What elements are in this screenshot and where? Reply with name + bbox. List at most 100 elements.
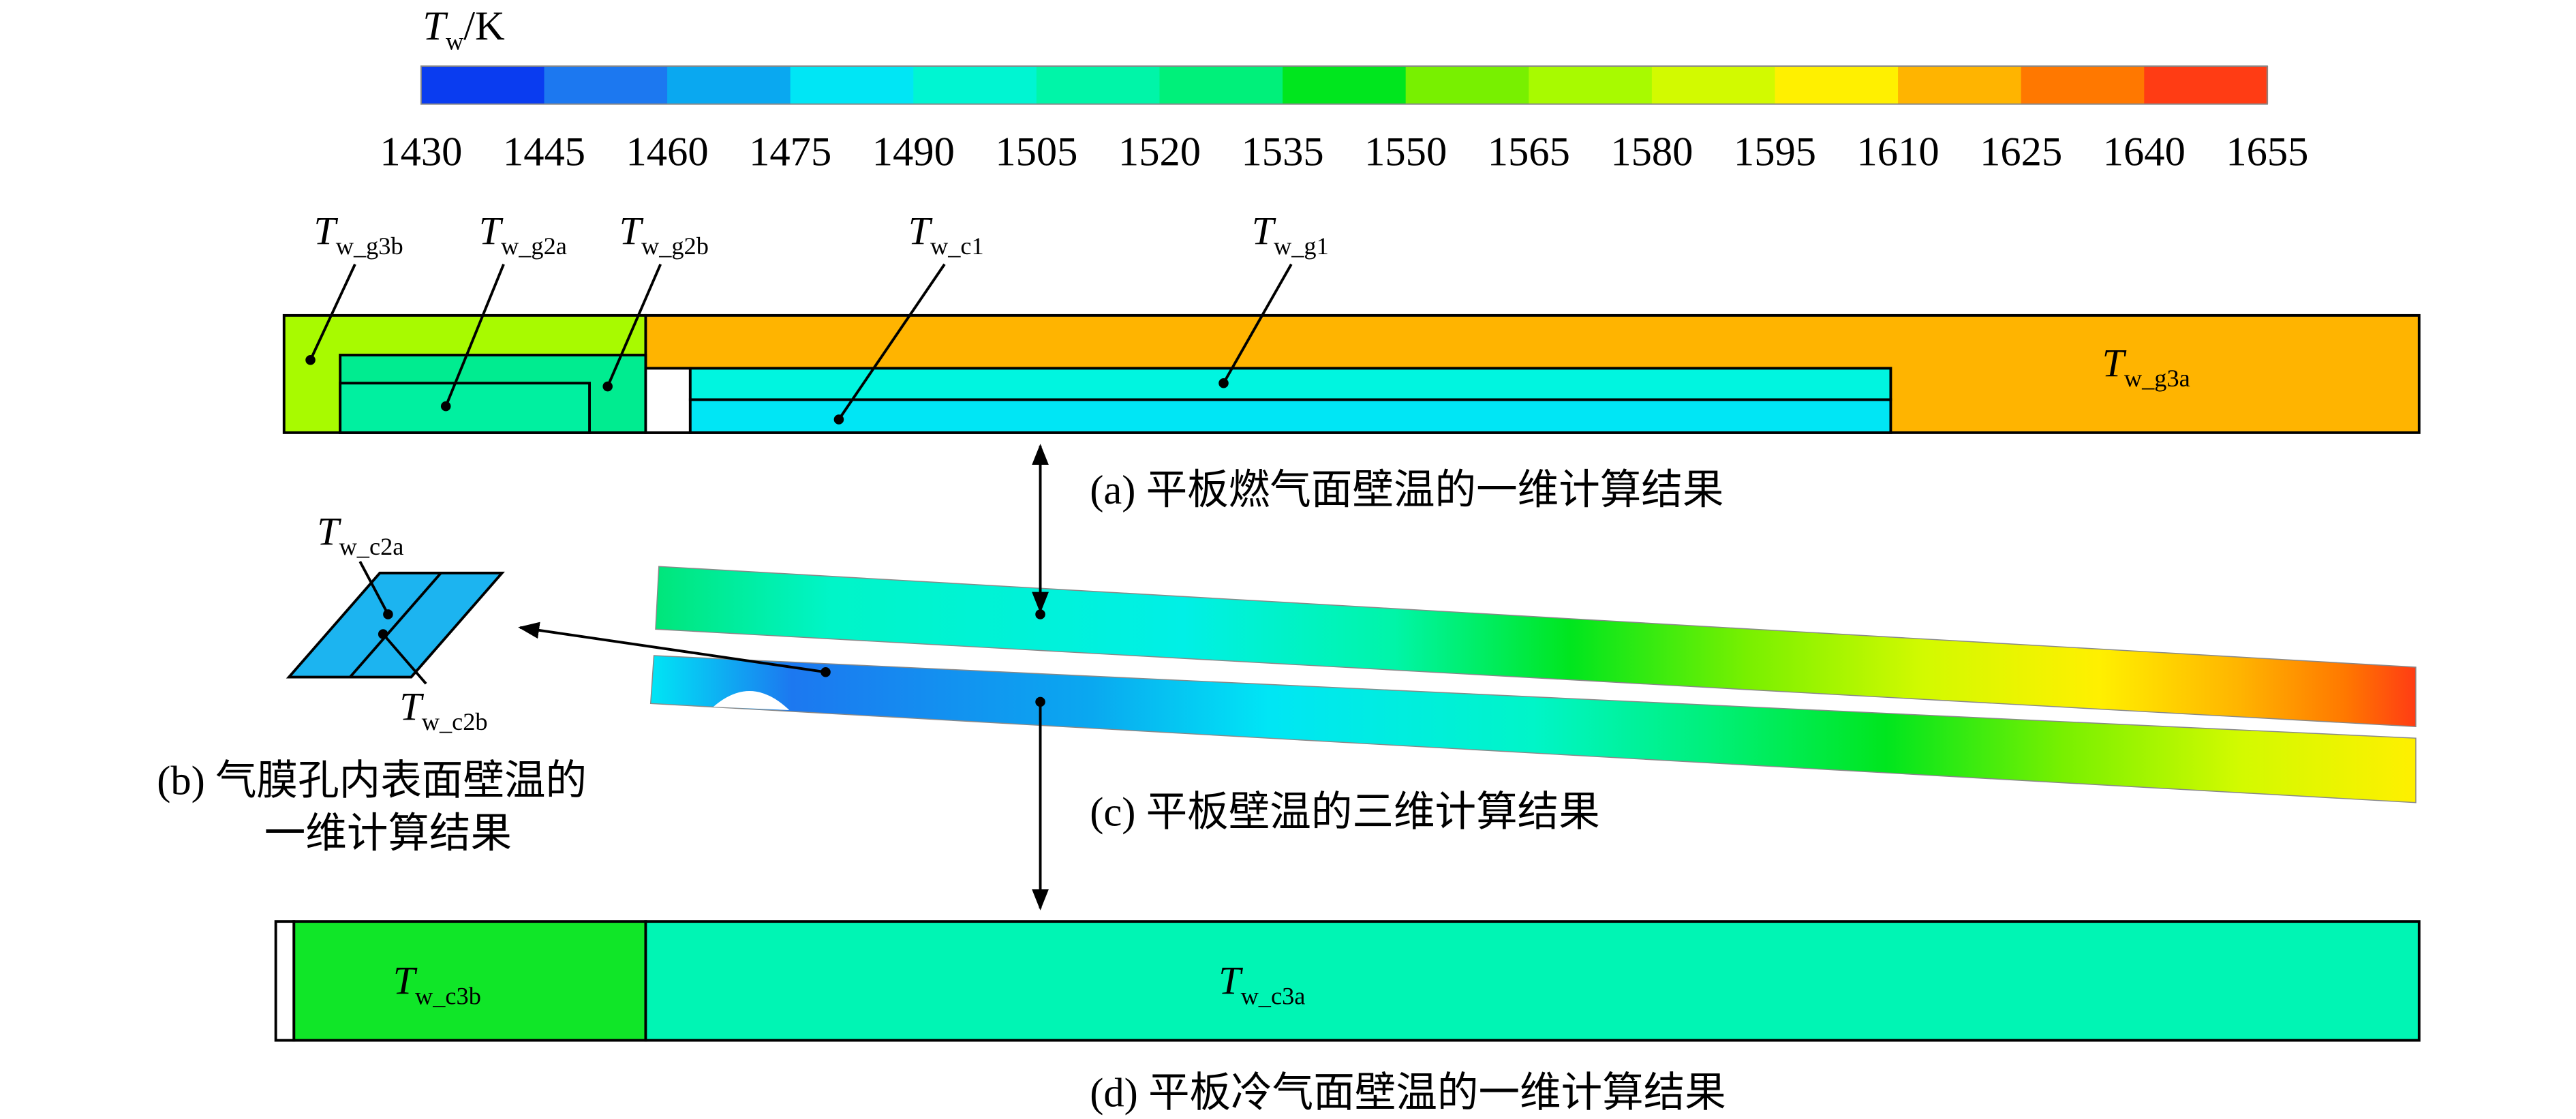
leader xyxy=(444,264,505,407)
dot xyxy=(383,609,393,619)
gap xyxy=(644,367,692,434)
label-subscript: w_c2a xyxy=(339,533,404,560)
label-symbol: T xyxy=(399,685,424,729)
colorbar-segment xyxy=(667,65,791,104)
leader xyxy=(358,560,390,615)
leader xyxy=(382,633,427,685)
caption-d: (d) 平板冷气面壁温的一维计算结果 xyxy=(1090,1071,1726,1116)
colorbar-tick-label: 1460 xyxy=(626,129,709,174)
colorbar-tick-label: 1610 xyxy=(1857,129,1939,174)
region-g2a xyxy=(339,382,591,434)
dot xyxy=(1035,609,1045,619)
colorbar-tick-label: 1655 xyxy=(2226,129,2308,174)
colorbar-segment xyxy=(544,65,669,104)
colorbar-tick-label: 1565 xyxy=(1488,129,1570,174)
labels: Tw_g3b Tw_g2a Tw_g2b Tw_c1 Tw_g1Tw_g3aTw_c2a… xyxy=(313,209,2190,1010)
colorbar-tick-label: 1475 xyxy=(749,129,831,174)
dot xyxy=(1035,696,1045,707)
dot xyxy=(821,666,831,677)
leader xyxy=(1222,263,1293,384)
colorbar-segment xyxy=(913,65,1038,104)
label: Tw_g2a xyxy=(479,209,567,260)
colorbar-segment xyxy=(1036,65,1161,104)
label-symbol: T xyxy=(393,959,418,1003)
colorbar-tick-label: 1430 xyxy=(380,129,462,174)
colorbar-tick-label: 1580 xyxy=(1610,129,1693,174)
dot xyxy=(1218,378,1229,388)
panel-a: (a) 平板燃气面壁温的一维计算结果 xyxy=(282,263,2421,513)
colorbar-segment xyxy=(2144,65,2269,104)
dot xyxy=(305,355,316,365)
colorbar-frame xyxy=(420,65,2268,105)
label-subscript: w_g3b xyxy=(336,232,403,260)
label: Tw_c3a xyxy=(1218,959,1305,1010)
colorbar-segment xyxy=(1529,65,1653,104)
label-symbol: T xyxy=(2102,341,2127,386)
colorbar-segment xyxy=(1405,65,1530,104)
colorbar-segment xyxy=(2021,65,2145,104)
colorbar-tick-label: 1535 xyxy=(1242,129,1324,174)
region-c3b xyxy=(292,920,647,1042)
colorbar-tick-label: 1625 xyxy=(1980,129,2062,174)
colorbar-segment xyxy=(790,65,915,104)
colorbar-title: Tw/K xyxy=(423,3,505,55)
colorbar-segment xyxy=(1283,65,1407,104)
label-symbol: T xyxy=(1218,959,1243,1003)
label: Tw_c2a xyxy=(317,510,403,561)
colorbar-segment xyxy=(1159,65,1284,104)
arrow xyxy=(518,622,826,674)
colorbar-tick-label: 1550 xyxy=(1364,129,1447,174)
caption-c: (c) 平板壁温的三维计算结果 xyxy=(1090,790,1600,836)
panel-c: (c) 平板壁温的三维计算结果 xyxy=(518,444,2417,910)
label-subscript: w_c3b xyxy=(415,982,481,1009)
label: Tw_c1 xyxy=(908,209,984,260)
label-subscript: w_g1 xyxy=(1274,232,1329,260)
label: Tw_c2b xyxy=(399,685,487,736)
colorbar-tick-label: 1520 xyxy=(1118,129,1201,174)
colorbar-tick-label: 1640 xyxy=(2103,129,2186,174)
dot xyxy=(602,381,613,392)
colorbar-tick-label: 1595 xyxy=(1734,129,1816,174)
label-symbol: T xyxy=(1252,209,1276,254)
divider xyxy=(349,572,442,678)
label-subscript: w_c3a xyxy=(1241,982,1306,1009)
dot xyxy=(378,629,388,639)
label-subscript: w_g3a xyxy=(2124,365,2190,392)
gap xyxy=(274,920,296,1042)
caption-b: (b) 气膜孔内表面壁温的 xyxy=(157,758,587,804)
label-symbol: T xyxy=(619,209,644,254)
label: Tw_g2b xyxy=(619,209,709,260)
colorbar-segment xyxy=(1775,65,1899,104)
label: Tw_c3b xyxy=(393,959,481,1010)
label: Tw_g3a xyxy=(2102,341,2190,393)
colorbar-tick-label: 1445 xyxy=(503,129,585,174)
panel-b: (b) 气膜孔内表面壁温的 一维计算结果 xyxy=(157,560,587,857)
colorbar-tick-label: 1490 xyxy=(872,129,955,174)
caption-a: (a) 平板燃气面壁温的一维计算结果 xyxy=(1090,467,1723,513)
colorbar-segment xyxy=(1898,65,2022,104)
label-subscript: w_c1 xyxy=(930,232,984,260)
label-symbol: T xyxy=(313,209,338,254)
upper-plate xyxy=(655,566,2417,727)
label-symbol: T xyxy=(479,209,504,254)
caption-b: 一维计算结果 xyxy=(264,811,512,857)
label-subscript: w_c2b xyxy=(422,708,488,735)
label-subscript: w_g2b xyxy=(641,232,709,260)
leader xyxy=(838,263,946,420)
region-g1 xyxy=(688,367,1892,401)
label: Tw_g3b xyxy=(313,209,403,260)
colorbar-segment xyxy=(420,65,545,104)
dot xyxy=(440,401,451,412)
label: Tw_g1 xyxy=(1252,209,1329,260)
colorbar-tick-label: 1505 xyxy=(995,129,1077,174)
dot xyxy=(833,414,844,425)
colorbar-segment xyxy=(1651,65,1776,104)
panel-d: (d) 平板冷气面壁温的一维计算结果 xyxy=(274,920,2421,1116)
lower-plate xyxy=(649,655,2417,803)
leader xyxy=(606,263,662,387)
colorbar: 1430 1445 1460 1475 1490 1505 1520 1535 1550 1565… xyxy=(380,65,2308,174)
label-symbol: T xyxy=(908,209,933,254)
region-c3a xyxy=(644,920,2421,1042)
hole xyxy=(713,691,790,710)
